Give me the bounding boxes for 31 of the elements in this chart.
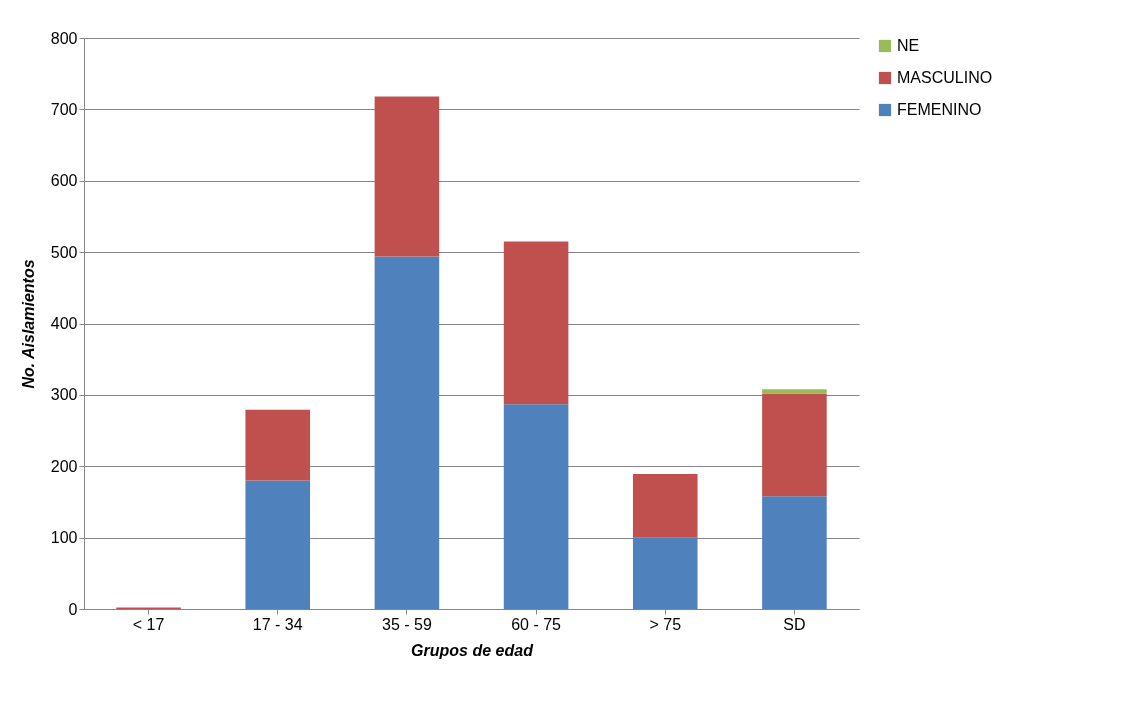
y-tick-label: 200 [50,457,78,475]
x-tick-label: 35 - 59 [382,615,432,633]
bar [374,256,440,609]
legend-label: MASCULINO [897,69,993,86]
bar [374,96,440,257]
x-axis-title: Grupos de edad [411,641,535,659]
legend-label: FEMENINO [897,101,982,118]
bar [245,480,311,609]
y-tick-label: 0 [68,600,78,618]
y-axis-title: No. Aislamientos [19,259,37,389]
bar [762,389,827,394]
bar [503,404,569,609]
y-tick-label: 700 [50,100,78,118]
bar [762,496,827,609]
y-tick-label: 100 [50,529,78,547]
y-tick-label: 600 [50,172,78,190]
legend-label: NE [897,37,920,54]
x-tick-label: 17 - 34 [252,615,303,633]
x-tick-label: SD [783,615,806,633]
bar [632,537,698,609]
x-tick-label: > 75 [649,615,682,633]
y-tick-label: 500 [50,243,78,261]
y-tick-label: 800 [50,29,78,47]
x-tick-label: 60 - 75 [511,615,562,633]
bar [245,409,311,481]
x-tick-label: < 17 [132,615,165,633]
y-tick-label: 400 [50,315,78,332]
bar [762,393,827,497]
bar [632,474,698,538]
bar [503,241,569,405]
y-tick-label: 300 [50,386,78,404]
